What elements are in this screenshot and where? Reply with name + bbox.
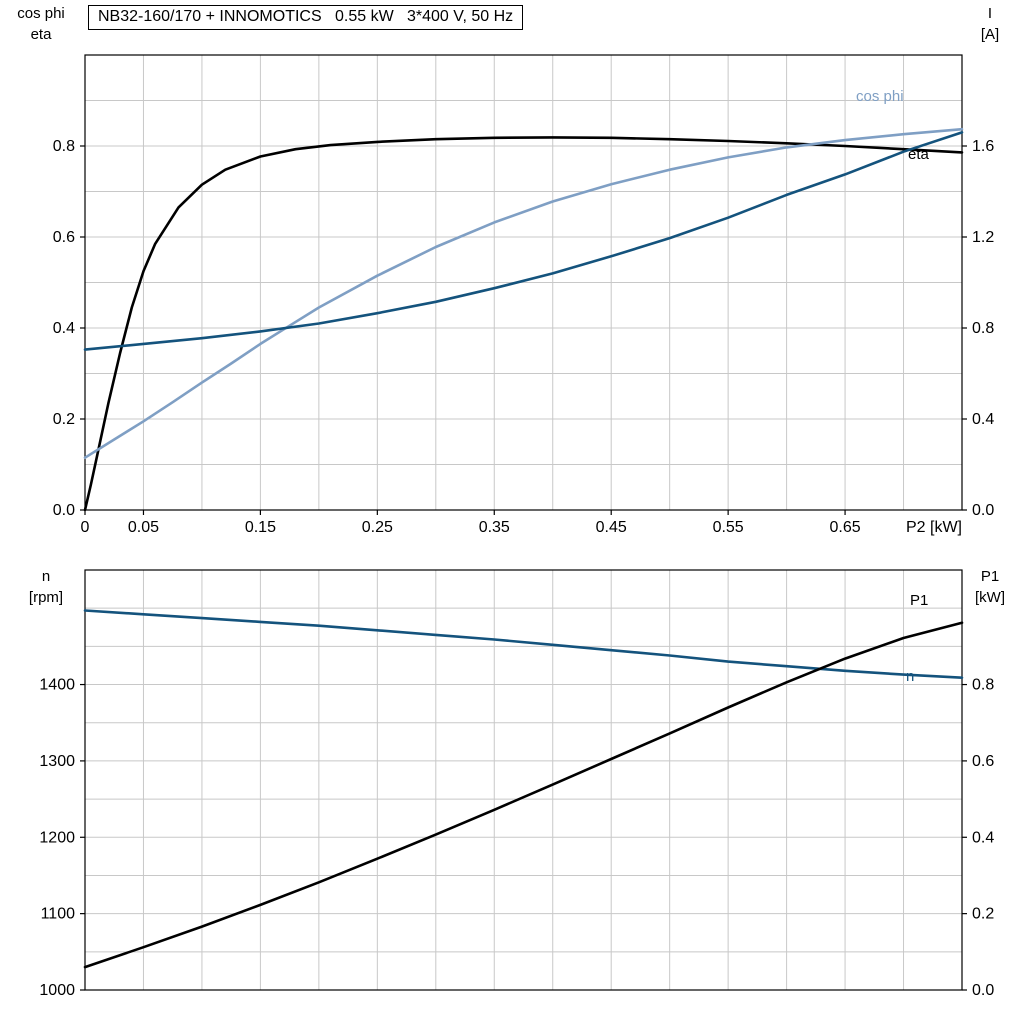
cos-phi-curve-label: cos phi	[856, 88, 904, 105]
x-axis-tick-label: 0.65	[829, 519, 860, 536]
left-axis-tick-label: 0.8	[53, 138, 75, 155]
top-left-axis-title: cos phi eta	[2, 3, 80, 45]
speed-axis-title: n [rpm]	[6, 566, 86, 608]
left-axis-tick-label: 1400	[39, 677, 75, 694]
left-axis-tick-label: 1100	[41, 906, 76, 923]
x-axis-tick-label: 0.05	[128, 519, 159, 536]
right-axis-tick-label: 0.0	[972, 982, 994, 999]
left-axis-tick-label: 1000	[39, 982, 75, 999]
n-curve-label: n	[906, 668, 915, 685]
left-axis-tick-label: 1200	[39, 829, 75, 846]
x-axis-tick-label: 0.55	[713, 519, 744, 536]
x-axis-tick-label: 0.35	[479, 519, 510, 536]
right-axis-tick-label: 0.8	[972, 320, 994, 337]
p1-curve-label: P1	[910, 592, 929, 609]
p1-axis-title: P1 [kW]	[958, 566, 1022, 608]
right-axis-tick-label: 0.4	[972, 411, 994, 428]
curve-eta	[83, 136, 964, 512]
p1-axis-title-symbol: P1	[980, 568, 1000, 585]
current-axis-title-symbol: I	[987, 5, 993, 22]
eta-curve-label: eta	[908, 146, 929, 163]
plot-frame	[84, 569, 963, 991]
x-axis-tick-label: 0.15	[245, 519, 276, 536]
left-axis-tick-label: 0.6	[53, 229, 75, 246]
x-axis-tick-label: 0.25	[362, 519, 393, 536]
curve-n	[83, 609, 964, 680]
right-axis-tick-label: 0.6	[972, 753, 994, 770]
left-axis-tick-label: 1300	[39, 753, 75, 770]
left-axis-tick-label: 0.0	[53, 502, 75, 519]
x-axis-tick-label: 0	[81, 519, 90, 536]
plot-frame	[84, 54, 963, 511]
right-axis-tick-label: 1.2	[972, 229, 994, 246]
speed-axis-title-symbol: n	[41, 568, 51, 585]
right-axis-tick-label: 1.6	[972, 138, 994, 155]
current-axis-title: I [A]	[958, 3, 1022, 45]
right-axis-tick-label: 0.0	[972, 502, 994, 519]
left-axis-tick-label: 0.2	[53, 411, 75, 428]
right-axis-tick-label: 0.8	[972, 677, 994, 694]
chart-title: NB32-160/170 + INNOMOTICS 0.55 kW 3*400 …	[88, 5, 524, 30]
x-axis-tick-label: 0.45	[596, 519, 627, 536]
x-axis-label: P2 [kW]	[906, 519, 962, 536]
speed-axis-title-unit: [rpm]	[28, 589, 64, 606]
cos-phi-axis-title: cos phi	[17, 5, 65, 22]
p1-axis-title-unit: [kW]	[975, 589, 1005, 606]
curve-I	[83, 131, 964, 351]
curve-P1	[83, 621, 964, 969]
eta-axis-title: eta	[30, 26, 52, 43]
current-axis-title-unit: [A]	[980, 26, 1000, 43]
left-axis-tick-label: 0.4	[53, 320, 75, 337]
curve-cos-phi	[83, 127, 964, 460]
right-axis-tick-label: 0.4	[972, 829, 994, 846]
right-axis-tick-label: 0.2	[972, 906, 994, 923]
